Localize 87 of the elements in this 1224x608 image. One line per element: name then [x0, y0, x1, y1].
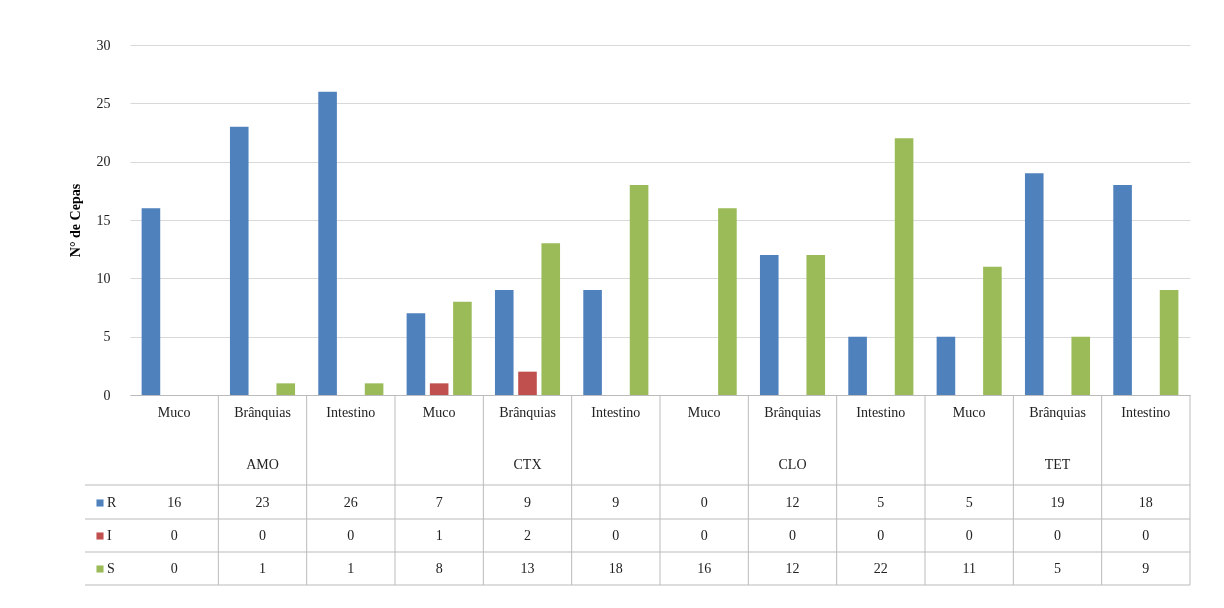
- data-label: 1: [435, 528, 443, 543]
- bar: [318, 91, 337, 395]
- bar: [1024, 173, 1044, 395]
- bar: [453, 301, 472, 395]
- data-label: 0: [612, 528, 620, 543]
- data-label: 9: [524, 495, 531, 510]
- data-label: 5: [965, 495, 973, 510]
- x-tick-label: Brânquias: [234, 404, 291, 420]
- data-label: 13: [520, 561, 535, 576]
- data-label: 0: [1054, 528, 1061, 543]
- y-tick-label: 10: [96, 270, 111, 286]
- data-label: 0: [877, 528, 885, 543]
- data-label: 22: [873, 561, 888, 576]
- bar: [406, 313, 426, 395]
- x-tick-label: Intestino: [326, 404, 376, 420]
- bar: [806, 255, 826, 395]
- bar: [229, 126, 249, 395]
- data-label: 7: [435, 495, 443, 510]
- y-tick-label: 5: [103, 329, 111, 345]
- x-tick-label: Intestino: [1121, 404, 1171, 420]
- bar: [541, 243, 561, 395]
- bar: [629, 185, 649, 395]
- bar: [429, 383, 449, 395]
- bar: [936, 336, 956, 395]
- text: TET: [1044, 457, 1071, 472]
- y-tick-label: 30: [96, 37, 111, 53]
- data-label: 0: [1142, 528, 1150, 543]
- data-label: 5: [1054, 561, 1061, 576]
- data-label: 0: [789, 528, 796, 543]
- data-label: 0: [170, 528, 178, 543]
- bar: [276, 383, 296, 395]
- bar: [141, 208, 161, 395]
- data-label: 26: [343, 495, 358, 510]
- bar: [759, 255, 779, 395]
- data-label: 1: [347, 561, 355, 576]
- bar: [1113, 185, 1132, 395]
- data-label: 8: [435, 561, 443, 576]
- data-label: 0: [700, 495, 708, 510]
- bar: [364, 383, 384, 395]
- bar: [1071, 336, 1091, 395]
- x-tick-label: Muco: [687, 404, 721, 420]
- x-tick-label: Muco: [952, 404, 986, 420]
- data-label: 16: [167, 495, 182, 510]
- data-label: 0: [170, 561, 178, 576]
- data-label: 18: [608, 561, 623, 576]
- x-tick-label: Muco: [422, 404, 456, 420]
- x-tick-label: Brânquias: [499, 404, 556, 420]
- bar: [718, 208, 737, 395]
- x-tick-label: Brânquias: [764, 404, 821, 420]
- data-label: 18: [1138, 495, 1153, 510]
- data-label: 0: [259, 528, 266, 543]
- bar: [583, 290, 602, 395]
- bar: [518, 371, 537, 395]
- bar: [494, 290, 514, 395]
- text: CLO: [778, 457, 807, 472]
- data-label: 23: [255, 495, 270, 510]
- data-label: 9: [1142, 561, 1150, 576]
- data-label: 1: [259, 561, 266, 576]
- data-label: 0: [347, 528, 355, 543]
- y-tick-label: 0: [103, 387, 111, 403]
- x-tick-label: Brânquias: [1029, 404, 1086, 420]
- data-label: 0: [700, 528, 708, 543]
- data-label: 16: [697, 561, 712, 576]
- text: CTX: [513, 457, 542, 472]
- y-tick-label: 15: [96, 212, 111, 228]
- bar: [894, 138, 914, 395]
- data-label: 12: [785, 495, 800, 510]
- x-tick-label: Muco: [157, 404, 191, 420]
- x-tick-label: Intestino: [856, 404, 906, 420]
- bar: [1159, 290, 1179, 395]
- data-label: 2: [524, 528, 531, 543]
- bar: [848, 336, 867, 395]
- legend-label: S: [107, 561, 115, 576]
- y-tick-label: 25: [96, 95, 111, 111]
- data-label: 9: [612, 495, 620, 510]
- bar: [983, 266, 1002, 395]
- x-tick-label: Intestino: [591, 404, 641, 420]
- data-label: 19: [1050, 495, 1065, 510]
- data-label: 12: [785, 561, 800, 576]
- data-label: 0: [965, 528, 973, 543]
- data-label: 5: [877, 495, 885, 510]
- legend-label: R: [107, 495, 117, 510]
- y-axis-title: N° de Cepas: [67, 183, 83, 258]
- data-label: 11: [962, 561, 976, 576]
- y-tick-label: 20: [96, 154, 111, 170]
- text: AMO: [246, 457, 279, 472]
- legend-label: I: [107, 528, 112, 543]
